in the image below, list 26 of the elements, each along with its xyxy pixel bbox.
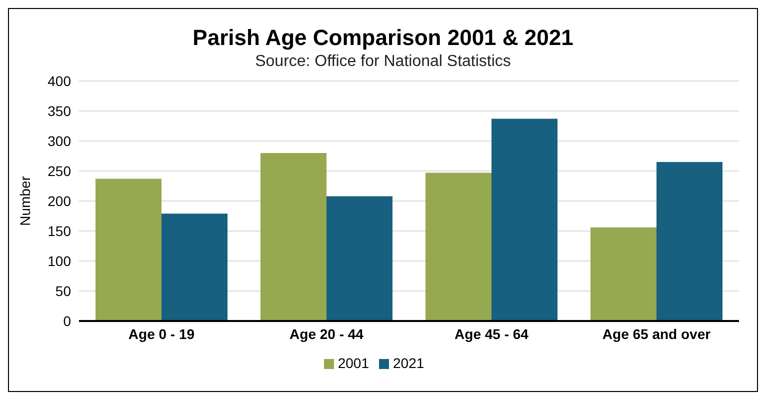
legend-label: 2001 xyxy=(338,355,369,371)
y-tick-label: 0 xyxy=(63,312,72,329)
x-tick-label: Age 20 - 44 xyxy=(290,326,364,342)
chart-subtitle: Source: Office for National Statistics xyxy=(254,53,512,71)
bar xyxy=(426,172,492,321)
y-tick-label: 300 xyxy=(48,132,72,149)
bar xyxy=(590,227,656,321)
bar xyxy=(326,196,392,321)
y-axis-title: Number xyxy=(16,176,33,226)
bar xyxy=(260,153,326,321)
y-tick-label: 400 xyxy=(48,72,72,89)
y-tick-label: 100 xyxy=(48,252,72,269)
x-tick-label: Age 45 - 64 xyxy=(454,326,529,342)
y-tick-label: 200 xyxy=(48,192,72,209)
y-tick-label: 150 xyxy=(48,222,72,239)
bar xyxy=(162,214,228,321)
y-tick-label: 250 xyxy=(48,162,72,179)
bar xyxy=(492,118,558,321)
y-tick-label: 350 xyxy=(48,102,72,119)
bar xyxy=(96,178,162,321)
chart-title: Parish Age Comparison 2001 & 2021 xyxy=(192,25,574,51)
bar xyxy=(656,162,722,321)
x-tick-label: Age 65 and over xyxy=(602,326,712,342)
legend-label: 2021 xyxy=(393,355,424,371)
y-tick-label: 50 xyxy=(55,282,72,299)
x-tick-label: Age 0 - 19 xyxy=(128,326,195,342)
